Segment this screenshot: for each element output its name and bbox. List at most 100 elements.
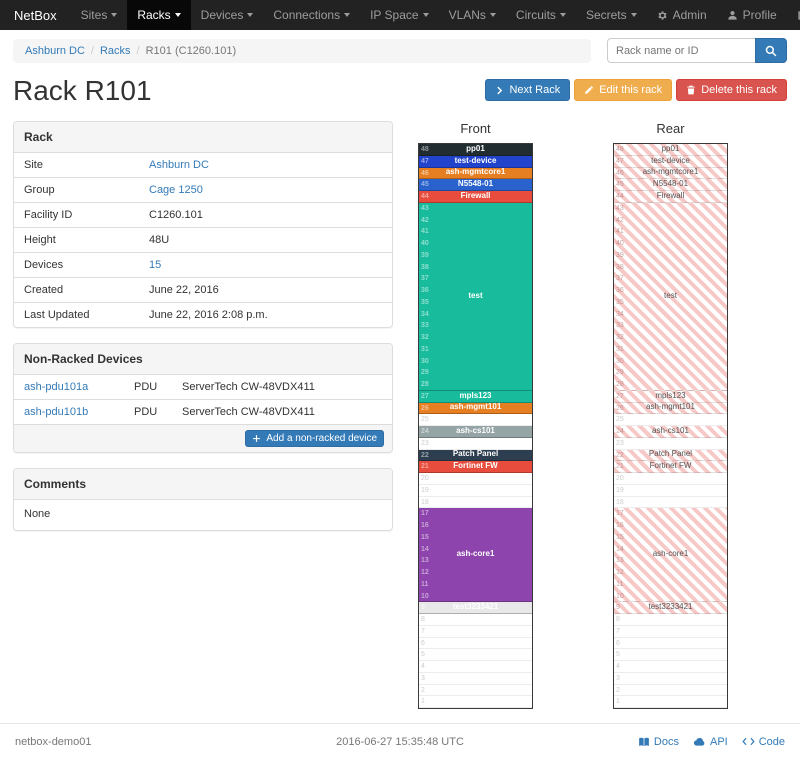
breadcrumb-item[interactable]: Ashburn DC (25, 44, 85, 57)
rack-device[interactable]: 24 ash-cs101 (419, 426, 532, 438)
rack-device[interactable]: 48 pp01 (419, 144, 532, 156)
rack-device-label: test-device (651, 155, 690, 165)
rack-device-label: Fortinet FW (649, 461, 692, 471)
nav-item-label: IP Space (370, 8, 419, 22)
rack-unit-number: 28 (616, 381, 624, 388)
rack-unit-number: 30 (616, 357, 624, 365)
rack-unit-number: 44 (616, 193, 624, 200)
rack-unit-number: 17 (616, 510, 624, 518)
rack-device[interactable]: 24 ash-cs101 (614, 426, 727, 438)
book-icon (638, 736, 650, 748)
nav-item-circuits[interactable]: Circuits (506, 0, 576, 30)
nav-item-connections[interactable]: Connections (263, 0, 360, 30)
rack-device[interactable]: 46 ash-mgmtcore1 (614, 167, 727, 180)
caret-down-icon (630, 13, 637, 17)
rack-unit-number: 2 (616, 686, 620, 694)
rack-unit-number: 40 (421, 240, 429, 247)
rack-device[interactable]: 47 test-device (614, 155, 727, 168)
rack-device[interactable]: 47 test-device (419, 155, 532, 168)
rack-device[interactable]: 26 ash-mgmt101 (419, 402, 532, 415)
rack-unit: 8 (419, 614, 532, 626)
rack-unit-number: 33 (421, 322, 429, 330)
breadcrumb-separator: / (136, 44, 140, 57)
device-name-link[interactable]: ash-pdu101b (24, 406, 89, 418)
rack-device[interactable]: 17 16 15 14 13 12 11 10 ash-core1 (614, 508, 727, 603)
rack-unit-number: 36 (421, 287, 429, 294)
attribute-value[interactable]: 15 (149, 259, 162, 271)
rack-unit-number: 5 (421, 651, 425, 659)
rack-unit-number: 13 (616, 557, 624, 565)
nav-item-log-out[interactable]: Log out (787, 0, 800, 30)
rack-device[interactable]: 45 N5548-01 (419, 179, 532, 191)
rack-device[interactable]: 22 Patch Panel (419, 449, 532, 462)
device-model: ServerTech CW-48VDX411 (182, 381, 315, 393)
device-name-link[interactable]: ash-pdu101a (24, 381, 89, 393)
nav-item-admin[interactable]: Admin (647, 0, 717, 30)
edit-this-rack-button[interactable]: Edit this rack (574, 79, 673, 101)
nav-item-vlans[interactable]: VLANs (439, 0, 506, 30)
nav-item-racks[interactable]: Racks (127, 0, 191, 30)
non-racked-devices-table: ash-pdu101a PDU ServerTech CW-48VDX411 ash-… (14, 375, 392, 424)
rack-device[interactable]: 21 Fortinet FW (419, 461, 532, 473)
rack-attribute-row: Group Cage 1250 (14, 177, 392, 202)
rack-unit-number: 2 (421, 686, 425, 694)
plus-icon (252, 434, 261, 443)
rack-device[interactable]: 44 Firewall (614, 191, 727, 203)
rack-unit-number: 24 (421, 428, 429, 435)
rack-device[interactable]: 21 Fortinet FW (614, 461, 727, 473)
rack-unit: 3 (419, 673, 532, 685)
rack-unit-number: 8 (421, 616, 425, 623)
rack-unit-number: 18 (421, 498, 429, 506)
rack-unit-number: 29 (421, 369, 429, 377)
footer-link-code[interactable]: Code (742, 735, 785, 748)
breadcrumb-item[interactable]: Racks (99, 44, 131, 57)
search-button[interactable] (755, 38, 787, 63)
trash-icon (686, 85, 696, 95)
next-rack-button[interactable]: Next Rack (485, 79, 571, 101)
rack-device[interactable]: 9 test3233421 (614, 602, 727, 614)
rack-device[interactable]: 45 N5548-01 (614, 179, 727, 191)
rack-unit-number: 27 (616, 392, 624, 400)
rack-device[interactable]: 43 42 41 40 39 38 37 36 35 34 33 32 31 30 29 28 test (419, 202, 532, 391)
rack-device[interactable]: 46 ash-mgmtcore1 (419, 167, 532, 180)
brand-link[interactable]: NetBox (14, 7, 57, 23)
breadcrumb-item: R101 (C1260.101) (145, 44, 237, 57)
attribute-value[interactable]: Ashburn DC (149, 159, 209, 171)
rack-device[interactable]: 44 Firewall (419, 191, 532, 203)
rack-device[interactable]: 27 mpls123 (419, 390, 532, 403)
attribute-value[interactable]: Cage 1250 (149, 184, 203, 196)
delete-this-rack-button[interactable]: Delete this rack (676, 79, 787, 101)
caret-down-icon (422, 13, 429, 17)
footer-link-api[interactable]: API (693, 735, 728, 748)
rack-device[interactable]: 27 mpls123 (614, 390, 727, 403)
rack-device[interactable]: 17 16 15 14 13 12 11 10 ash-core1 (419, 508, 532, 603)
add-non-racked-device-button[interactable]: Add a non-racked device (245, 430, 384, 447)
nav-item-profile[interactable]: Profile (717, 0, 787, 30)
rack-attribute-row: Site Ashburn DC (14, 153, 392, 177)
rack-device-label: test3233421 (648, 602, 693, 612)
rack-unit-number: 19 (616, 486, 624, 494)
footer-links: Docs API Code (528, 735, 785, 748)
rack-device[interactable]: 9 test3233421 (419, 602, 532, 614)
rack-unit-number: 35 (616, 298, 624, 306)
rack-device-label: ash-cs101 (652, 426, 689, 435)
rack-unit-number: 43 (421, 204, 429, 212)
rack-unit-number: 43 (616, 204, 624, 212)
search-input[interactable] (607, 38, 755, 63)
nav-item-devices[interactable]: Devices (191, 0, 264, 30)
rack-search (607, 38, 787, 63)
rear-rack-elevation: 4847464544434241403938373635343332313029… (613, 143, 728, 709)
rack-device[interactable]: 26 ash-mgmt101 (614, 402, 727, 415)
rack-unit-number: 48 (616, 146, 624, 153)
nav-item-secrets[interactable]: Secrets (576, 0, 647, 30)
comments-panel: Comments None (13, 468, 393, 531)
rack-device[interactable]: 48 pp01 (614, 144, 727, 156)
rack-device-label: mpls123 (459, 390, 492, 400)
footer-link-docs[interactable]: Docs (638, 735, 679, 748)
nav-item-ip-space[interactable]: IP Space (360, 0, 438, 30)
nav-item-sites[interactable]: Sites (71, 0, 128, 30)
attribute-value: June 22, 2016 2:08 p.m. (149, 309, 268, 321)
rack-device[interactable]: 43 42 41 40 39 38 37 36 35 34 33 32 31 30 29 28 test (614, 202, 727, 391)
rack-device[interactable]: 22 Patch Panel (614, 449, 727, 462)
breadcrumb: Ashburn DC / Racks / R101 (C1260.101) (13, 38, 591, 63)
